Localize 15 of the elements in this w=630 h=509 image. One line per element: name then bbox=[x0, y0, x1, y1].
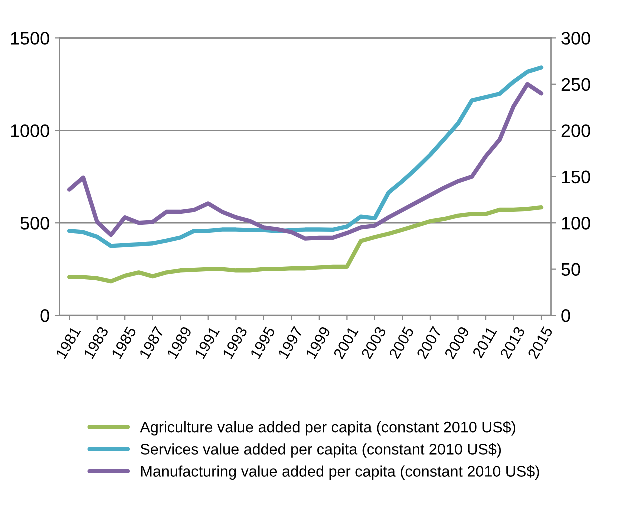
y-tick-label: 1500 bbox=[11, 32, 50, 45]
y-tick-label: 0 bbox=[40, 310, 50, 322]
y2-tick-label: 200 bbox=[562, 124, 590, 138]
legend-label: Manufacturing value added per capita (constant 2010 US$) bbox=[141, 466, 540, 480]
legend-label: Services value added per capita (constant 2010 US$) bbox=[140, 443, 502, 458]
y2-tick-label: 50 bbox=[562, 263, 580, 276]
y-tick-label: 1000 bbox=[11, 124, 50, 138]
y2-tick-label: 150 bbox=[562, 170, 590, 184]
y2-tick-label: 250 bbox=[562, 78, 590, 92]
y-tick-label: 500 bbox=[20, 217, 50, 230]
y2-tick-label: 100 bbox=[562, 217, 590, 230]
y2-tick-label: 300 bbox=[562, 32, 590, 45]
line-series bbox=[67, 205, 544, 284]
legend-label: Agriculture value added per capita (constant 2010 US$) bbox=[140, 421, 516, 436]
y2-tick-label: 0 bbox=[562, 310, 570, 322]
